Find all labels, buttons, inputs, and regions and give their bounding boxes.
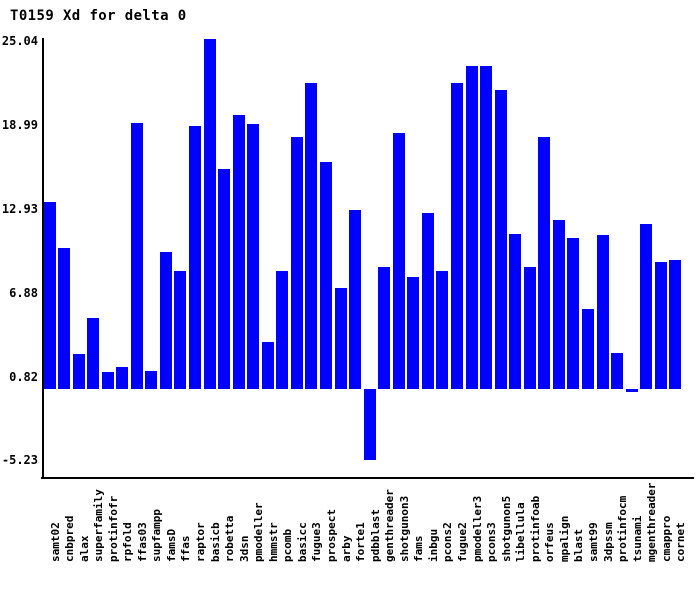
bar-protinfofr [102, 372, 114, 389]
bar-pcons2 [436, 271, 448, 389]
bar-basicb [204, 38, 216, 389]
bar-hmmstr [262, 341, 274, 389]
bar-protinfoab [524, 267, 536, 389]
bar-basicc [291, 136, 303, 389]
x-label-samt02: samt02 [48, 522, 62, 562]
bar-arby [335, 287, 347, 389]
x-label-pdbblast: pdbblast [368, 509, 382, 562]
x-label-tsunami: tsunami [630, 515, 644, 562]
bar-protinfocm [611, 352, 623, 389]
bar-shotgunon3 [393, 132, 405, 389]
x-label-prospect: prospect [325, 509, 339, 562]
x-label-cmappro: cmappro [659, 515, 673, 562]
x-label-mgenthreader: mgenthreader [645, 482, 659, 562]
x-label-blast: blast [572, 528, 586, 562]
x-label-robetta: robetta [223, 515, 237, 562]
x-label-cornet: cornet [674, 522, 688, 562]
bar-robetta [218, 168, 230, 389]
bar-3dpssm [597, 235, 609, 389]
bar-pmodeller [247, 124, 259, 389]
bar-alax [73, 354, 85, 389]
y-tick-label: -5.23 [1, 453, 38, 468]
x-label-protinfoab: protinfoab [528, 495, 542, 562]
bar-pmodeller3 [466, 66, 478, 389]
x-label-libellula: libellula [514, 502, 528, 562]
x-label-shotgunon3: shotgunon3 [397, 495, 411, 562]
bar-rpfold [116, 366, 128, 389]
bar-genthreader [378, 267, 390, 389]
x-label-raptor: raptor [194, 522, 208, 562]
bar-pdbblast [364, 389, 376, 460]
x-label-ffas03: ffas03 [135, 522, 149, 562]
bar-pcomb [276, 271, 288, 389]
x-label-alax: alax [77, 535, 91, 563]
x-label-inbgu: inbgu [426, 528, 440, 562]
x-label-3dsn: 3dsn [237, 535, 251, 563]
bar-fams [407, 276, 419, 389]
bar-blast [567, 238, 579, 389]
x-label-fugue2: fugue2 [456, 522, 470, 562]
x-label-mpalign: mpalign [557, 515, 571, 562]
bar-forte1 [349, 210, 361, 389]
bar-inbgu [422, 213, 434, 389]
bar-ffas [174, 271, 186, 389]
x-label-hmmstr: hmmstr [266, 522, 280, 562]
bar-fugue2 [451, 82, 463, 389]
bar-tsunami [626, 389, 638, 392]
bar-libellula [509, 233, 521, 389]
chart-title: T0159 Xd for delta 0 [10, 8, 187, 24]
x-label-fams: fams [412, 535, 426, 563]
x-label-protinfocm: protinfocm [616, 495, 630, 562]
bar-prospect [320, 161, 332, 389]
x-label-orfeus: orfeus [543, 522, 557, 562]
x-label-pmodeller3: pmodeller3 [470, 495, 484, 562]
x-label-pcons3: pcons3 [485, 522, 499, 562]
x-label-forte1: forte1 [354, 522, 368, 562]
y-tick-label: 0.82 [9, 369, 38, 384]
y-tick-label: 18.99 [1, 117, 38, 132]
bar-samt99 [582, 308, 594, 389]
x-label-pmodeller: pmodeller [252, 502, 266, 562]
x-label-superfamily: superfamily [92, 489, 106, 562]
bar-orfeus [538, 136, 550, 389]
bar-raptor [189, 125, 201, 389]
bar-supfampp [145, 370, 157, 389]
x-label-shotgunon5: shotgunon5 [499, 495, 513, 562]
bar-cnbpred [58, 247, 70, 389]
x-label-pcomb: pcomb [281, 528, 295, 562]
y-axis-line [42, 38, 44, 479]
bar-ffas03 [131, 123, 143, 389]
x-label-rpfold: rpfold [121, 522, 135, 562]
x-label-genthreader: genthreader [383, 489, 397, 562]
bar-mgenthreader [640, 224, 652, 389]
bar-pcons3 [480, 66, 492, 389]
x-label-protinfofr: protinfofr [106, 495, 120, 562]
x-label-cnbpred: cnbpred [63, 515, 77, 562]
x-label-basicc: basicc [295, 522, 309, 562]
bar-shotgunon5 [495, 89, 507, 389]
y-tick-label: 6.88 [9, 285, 38, 300]
x-label-arby: arby [339, 535, 353, 563]
x-label-fugue3: fugue3 [310, 522, 324, 562]
x-label-famsD: famsD [164, 528, 178, 562]
y-tick-label: 12.93 [1, 201, 38, 216]
bar-superfamily [87, 318, 99, 389]
bar-3dsn [233, 114, 245, 389]
y-tick-label: 25.04 [1, 34, 38, 49]
bar-mpalign [553, 220, 565, 389]
x-label-supfampp: supfampp [150, 509, 164, 562]
bar-cornet [669, 260, 681, 389]
bar-samt02 [44, 202, 56, 389]
x-label-pcons2: pcons2 [441, 522, 455, 562]
bar-famsD [160, 251, 172, 389]
bar-fugue3 [305, 82, 317, 389]
bar-cmappro [655, 261, 667, 389]
x-label-ffas: ffas [179, 535, 193, 563]
x-label-basicb: basicb [208, 522, 222, 562]
x-axis-line [41, 477, 694, 479]
x-label-3dpssm: 3dpssm [601, 522, 615, 562]
x-label-samt99: samt99 [587, 522, 601, 562]
